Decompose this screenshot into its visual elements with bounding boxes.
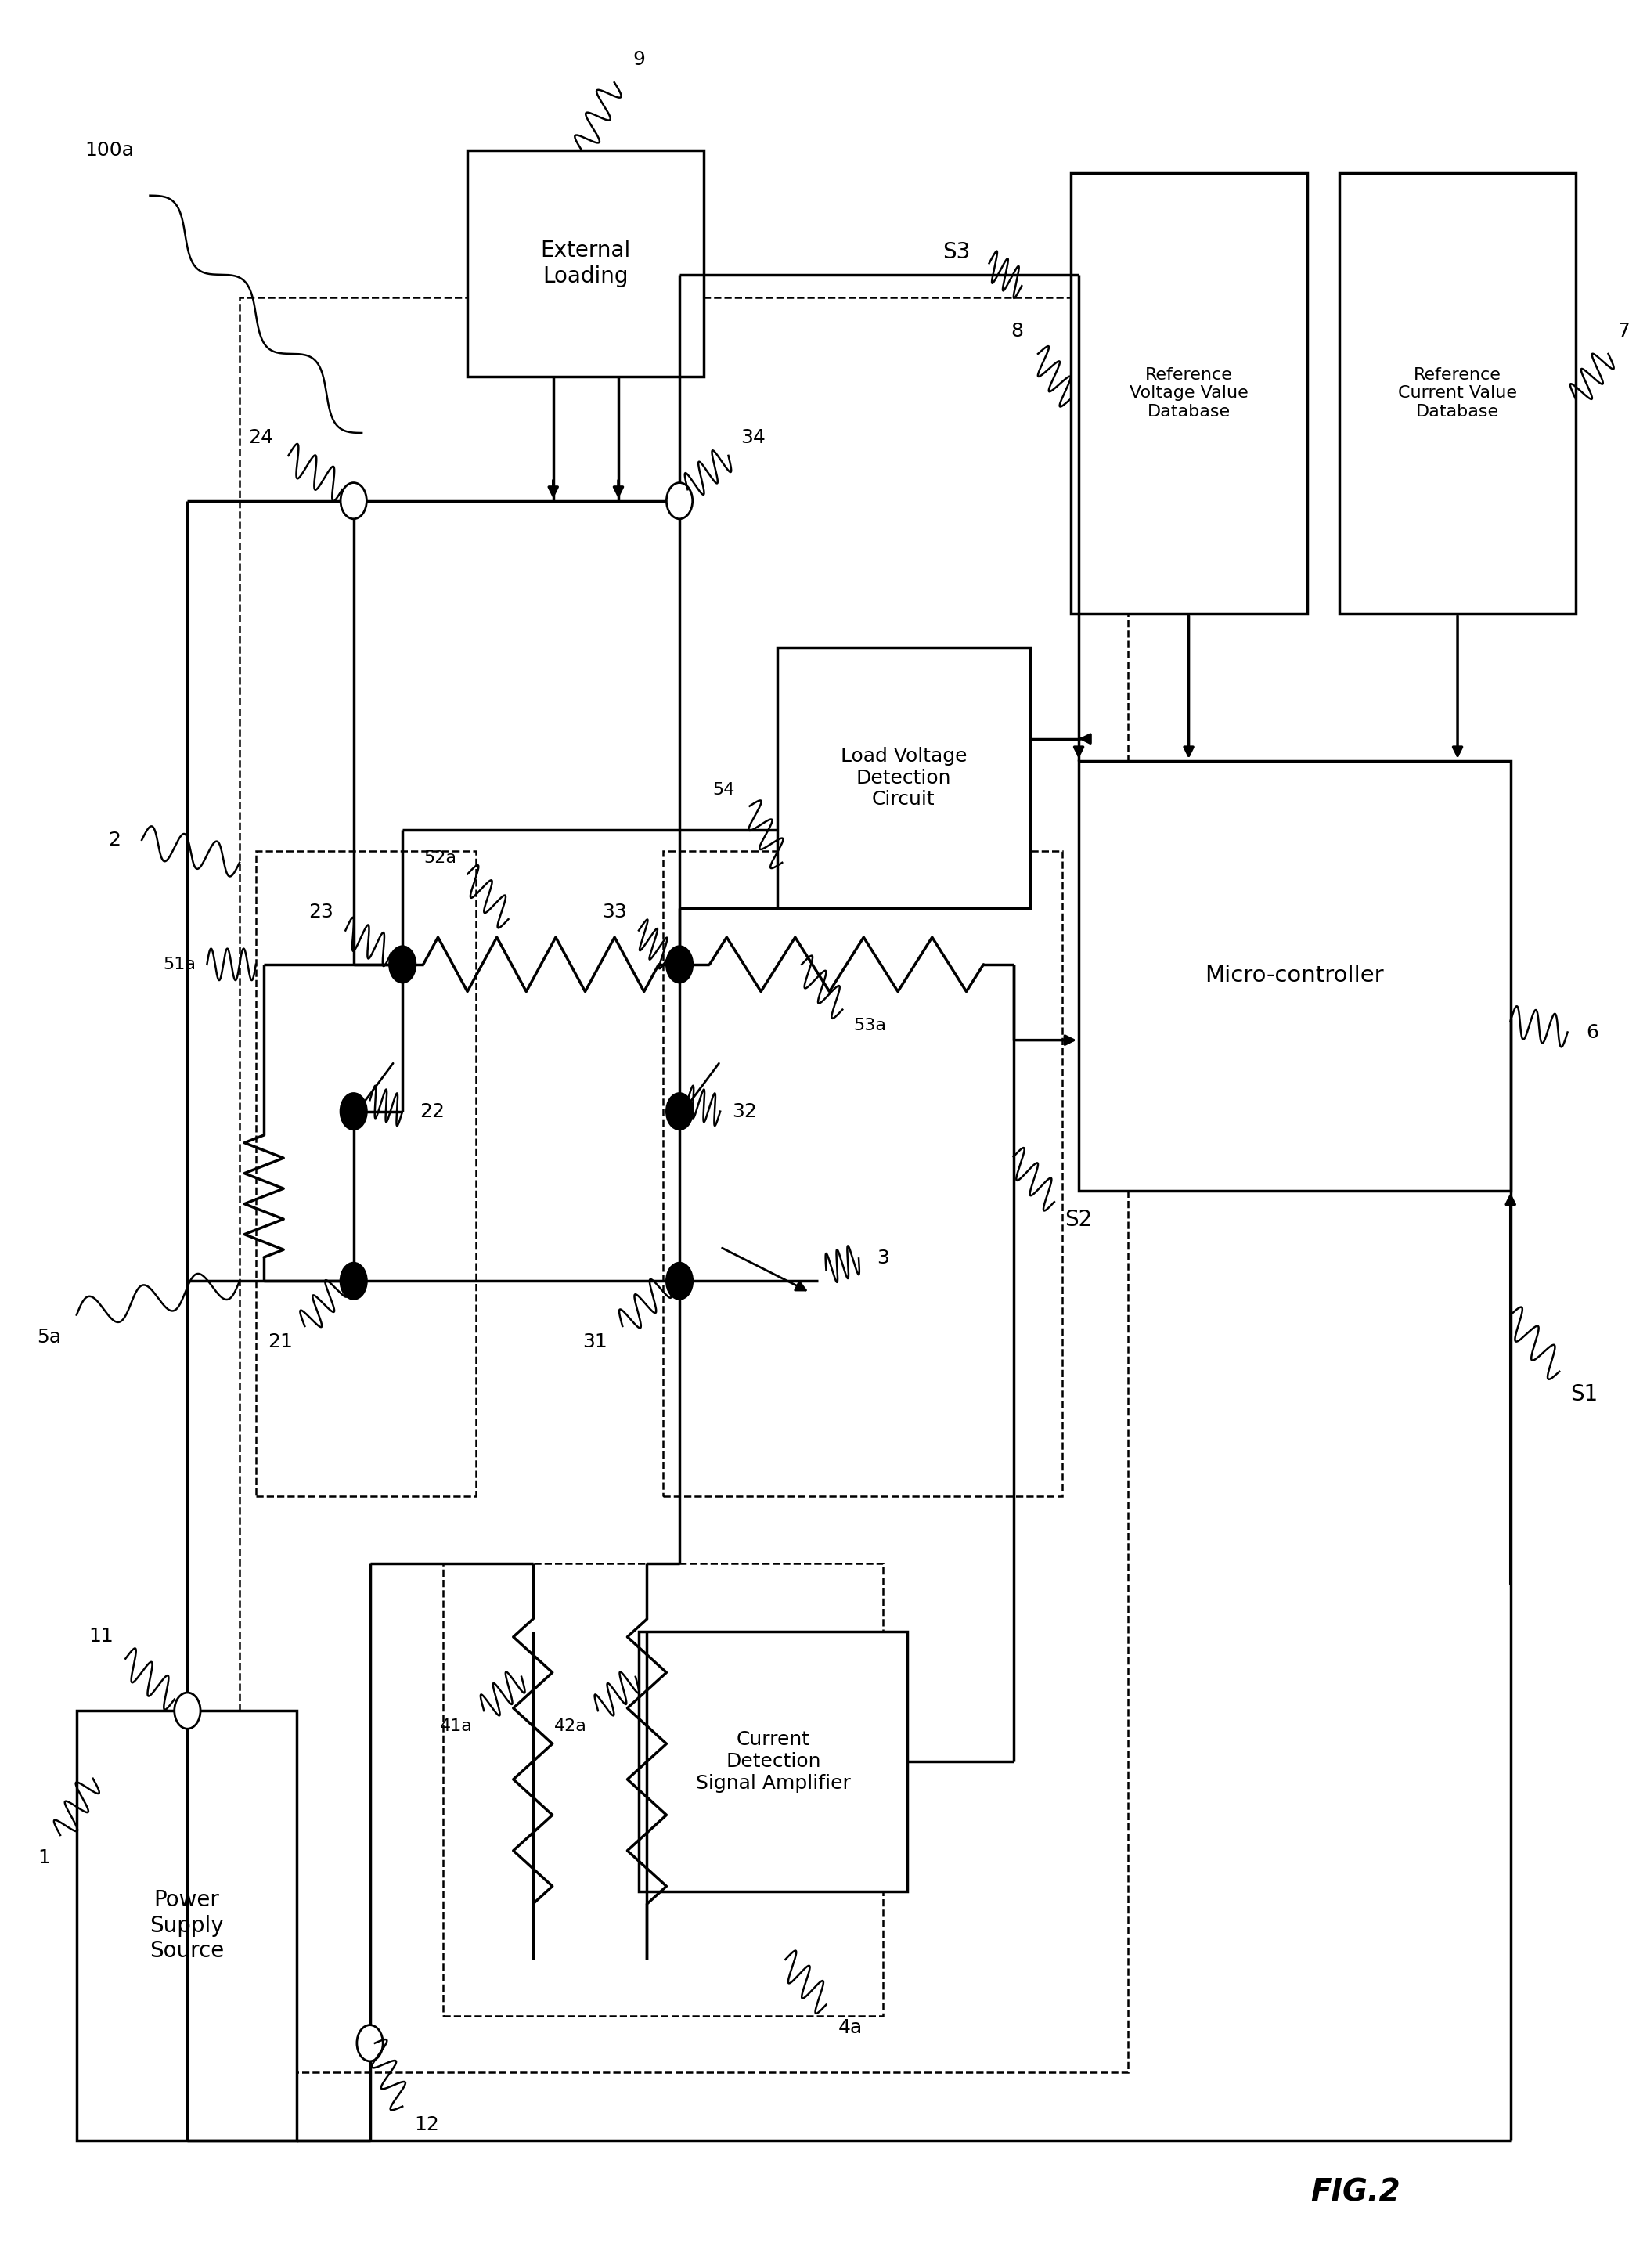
Text: 5a: 5a <box>36 1329 61 1347</box>
Text: 9: 9 <box>633 50 645 70</box>
Text: 7: 7 <box>1618 322 1631 340</box>
Text: Load Voltage
Detection
Circuit: Load Voltage Detection Circuit <box>841 746 967 810</box>
Text: 34: 34 <box>741 429 766 447</box>
Bar <box>663 850 1062 1497</box>
Text: 33: 33 <box>602 903 627 921</box>
Bar <box>443 1563 883 2016</box>
Text: 41a: 41a <box>440 1719 473 1735</box>
Text: 22: 22 <box>419 1102 445 1120</box>
Circle shape <box>666 946 692 982</box>
Text: 54: 54 <box>712 782 735 798</box>
Bar <box>777 649 1029 907</box>
Text: Current
Detection
Signal Amplifier: Current Detection Signal Amplifier <box>695 1730 851 1792</box>
Text: 8: 8 <box>1011 322 1022 340</box>
Text: Reference
Voltage Value
Database: Reference Voltage Value Database <box>1129 367 1248 420</box>
Bar <box>1340 172 1575 615</box>
Bar <box>1070 172 1307 615</box>
Circle shape <box>340 1093 366 1129</box>
Circle shape <box>175 1692 201 1728</box>
Text: Micro-controller: Micro-controller <box>1206 964 1384 987</box>
Text: 6: 6 <box>1585 1023 1598 1041</box>
Text: 24: 24 <box>249 429 273 447</box>
Bar <box>255 850 476 1497</box>
Bar <box>239 297 1127 2073</box>
Text: 1: 1 <box>38 1848 51 1867</box>
Text: 11: 11 <box>88 1626 113 1647</box>
Circle shape <box>357 2025 383 2062</box>
Text: 31: 31 <box>582 1334 607 1352</box>
Bar <box>468 150 703 376</box>
Circle shape <box>666 483 692 519</box>
Text: 32: 32 <box>733 1102 757 1120</box>
Text: External
Loading: External Loading <box>540 240 631 288</box>
Bar <box>1078 760 1510 1191</box>
Text: 42a: 42a <box>555 1719 587 1735</box>
Text: Reference
Current Value
Database: Reference Current Value Database <box>1399 367 1517 420</box>
Bar <box>638 1631 908 1892</box>
Text: 100a: 100a <box>85 141 134 159</box>
Text: 2: 2 <box>108 830 121 850</box>
Circle shape <box>340 1263 366 1300</box>
Text: Power
Supply
Source: Power Supply Source <box>149 1889 224 1962</box>
Circle shape <box>666 1263 692 1300</box>
Text: 52a: 52a <box>424 850 456 866</box>
Circle shape <box>666 1093 692 1129</box>
Circle shape <box>389 946 416 982</box>
Text: S2: S2 <box>1065 1209 1093 1232</box>
Text: 51a: 51a <box>164 957 196 973</box>
Text: 12: 12 <box>414 2116 440 2134</box>
Bar <box>77 1710 296 2141</box>
Text: FIG.2: FIG.2 <box>1310 2177 1400 2207</box>
Text: 21: 21 <box>268 1334 293 1352</box>
Text: S1: S1 <box>1571 1383 1598 1406</box>
Text: S3: S3 <box>942 240 970 263</box>
Text: 53a: 53a <box>854 1018 887 1034</box>
Text: 3: 3 <box>877 1250 890 1268</box>
Text: 4a: 4a <box>838 2019 862 2037</box>
Circle shape <box>340 483 366 519</box>
Text: 23: 23 <box>309 903 334 921</box>
